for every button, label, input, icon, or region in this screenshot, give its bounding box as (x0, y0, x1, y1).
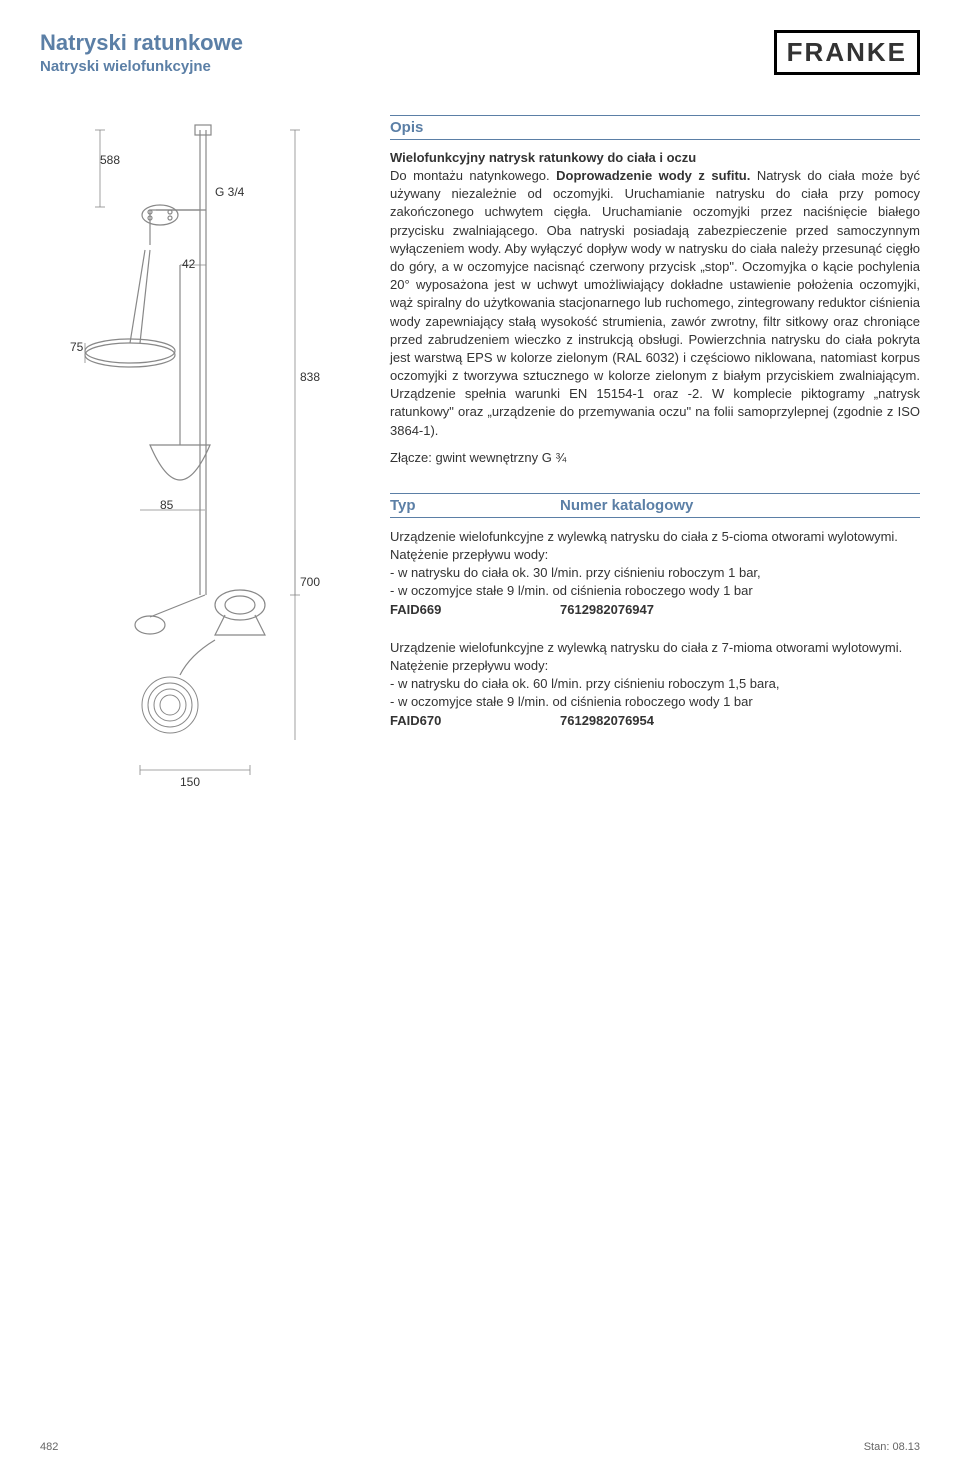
product-desc-line: Urządzenie wielofunkcyjne z wylewką natr… (390, 639, 920, 675)
dim-g34: G 3/4 (215, 185, 244, 199)
footer-date: Stan: 08.13 (864, 1441, 920, 1453)
opis-connector: Złącze: gwint wewnętrzny G ¾ (390, 450, 920, 465)
dim-588: 588 (100, 153, 120, 167)
dim-75: 75 (70, 340, 83, 354)
opis-text: Natrysk do ciała może być używany niezal… (390, 168, 920, 438)
dim-838: 838 (300, 370, 320, 384)
opis-title: Wielofunkcyjny natrysk ratunkowy do ciał… (390, 150, 920, 165)
product-desc-line: - w oczomyjce stałe 9 l/min. od ciśnieni… (390, 693, 920, 711)
product-desc-line: - w oczomyjce stałe 9 l/min. od ciśnieni… (390, 582, 920, 600)
page-title: Natryski ratunkowe (40, 30, 243, 56)
opis-supply-bold: Doprowadzenie wody z sufitu. (556, 168, 750, 183)
opis-mount: Do montażu natynkowego. (390, 168, 556, 183)
dim-85: 85 (160, 498, 173, 512)
product-catalog: 7612982076954 (560, 712, 654, 730)
product-desc-line: Urządzenie wielofunkcyjne z wylewką natr… (390, 528, 920, 564)
product-desc-line: - w natrysku do ciała ok. 60 l/min. przy… (390, 675, 920, 693)
dim-42: 42 (182, 257, 195, 271)
dim-700: 700 (300, 575, 320, 589)
typ-heading-row: Typ Numer katalogowy (390, 493, 920, 518)
product-desc-line: - w natrysku do ciała ok. 30 l/min. przy… (390, 564, 920, 582)
dim-150: 150 (180, 775, 200, 789)
page-number: 482 (40, 1441, 58, 1453)
catalog-col-label: Numer katalogowy (560, 497, 693, 514)
opis-body: Do montażu natynkowego. Doprowadzenie wo… (390, 167, 920, 440)
product-code: FAID670 (390, 712, 560, 730)
opis-heading: Opis (390, 115, 920, 140)
product-catalog: 7612982076947 (560, 601, 654, 619)
product-code: FAID669 (390, 601, 560, 619)
product-block: Urządzenie wielofunkcyjne z wylewką natr… (390, 528, 920, 619)
technical-diagram: 588 G 3/4 42 75 838 85 700 150 (40, 115, 340, 835)
page-subtitle: Natryski wielofunkcyjne (40, 58, 243, 75)
typ-col-label: Typ (390, 497, 560, 514)
product-block: Urządzenie wielofunkcyjne z wylewką natr… (390, 639, 920, 730)
brand-logo: FRANKE (774, 30, 920, 75)
